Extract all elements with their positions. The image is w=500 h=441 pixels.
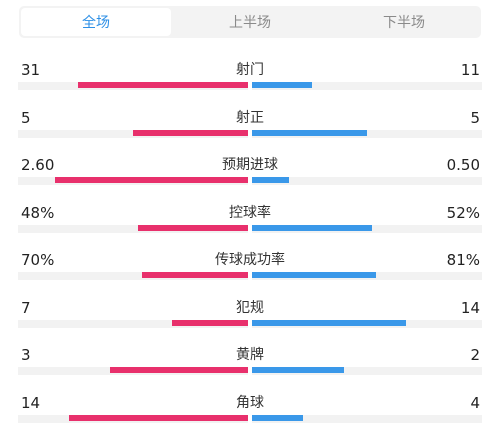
home-track xyxy=(18,319,248,328)
home-track xyxy=(18,272,248,280)
away-value: 0.50 xyxy=(446,156,480,174)
away-track xyxy=(252,129,482,138)
stat-label: 射门 xyxy=(236,62,264,78)
stat-row: 3 黄牌 2 xyxy=(0,345,500,393)
period-tabs: 全场 上半场 下半场 xyxy=(19,6,481,38)
stat-row: 2.60 预期进球 0.50 xyxy=(0,155,500,203)
home-value: 31 xyxy=(21,61,41,79)
home-value: 70% xyxy=(21,251,55,269)
stat-label: 黄牌 xyxy=(236,347,264,363)
away-bar xyxy=(252,414,303,421)
stat-row: 5 射正 5 xyxy=(0,108,500,156)
home-track xyxy=(18,224,248,233)
stat-row: 14 角球 4 xyxy=(0,393,500,441)
away-track xyxy=(252,177,482,185)
home-value: 48% xyxy=(21,203,55,222)
away-value: 81% xyxy=(446,251,480,269)
home-value: 3 xyxy=(21,346,31,364)
home-bar xyxy=(172,319,248,326)
home-value: 14 xyxy=(21,393,41,412)
away-value: 5 xyxy=(470,108,480,127)
stat-label: 预期进球 xyxy=(222,157,278,173)
home-value: 7 xyxy=(21,298,31,317)
stat-row: 31 射门 11 xyxy=(0,60,500,108)
home-value: 5 xyxy=(21,108,31,127)
away-bar xyxy=(252,319,406,326)
away-value: 52% xyxy=(446,203,480,222)
stat-label: 角球 xyxy=(236,394,264,411)
home-bar xyxy=(110,367,248,373)
stat-label: 传球成功率 xyxy=(215,252,285,268)
home-bar xyxy=(138,224,248,231)
away-track xyxy=(252,367,482,375)
away-value: 4 xyxy=(470,393,480,412)
stat-row: 7 犯规 14 xyxy=(0,298,500,346)
stat-label: 犯规 xyxy=(236,299,264,316)
home-value: 2.60 xyxy=(21,156,55,174)
stat-label: 射正 xyxy=(236,109,264,126)
home-bar xyxy=(142,272,248,278)
away-value: 11 xyxy=(460,61,480,79)
away-bar xyxy=(252,272,376,278)
away-bar xyxy=(252,82,312,88)
away-track xyxy=(252,82,482,90)
stat-label: 控球率 xyxy=(229,204,271,221)
tab-first-half[interactable]: 上半场 xyxy=(229,15,271,31)
away-bar xyxy=(252,129,367,136)
away-bar xyxy=(252,367,344,373)
stat-row: 70% 传球成功率 81% xyxy=(0,250,500,298)
stat-row: 48% 控球率 52% xyxy=(0,203,500,251)
away-bar xyxy=(252,224,372,231)
home-bar xyxy=(133,129,248,136)
home-bar xyxy=(78,82,248,88)
away-value: 14 xyxy=(460,298,480,317)
tab-second-half[interactable]: 下半场 xyxy=(383,15,425,31)
away-value: 2 xyxy=(470,346,480,364)
away-track xyxy=(252,414,482,423)
home-bar xyxy=(55,177,248,183)
tab-full-match[interactable]: 全场 xyxy=(21,8,171,36)
home-bar xyxy=(69,414,248,421)
away-bar xyxy=(252,177,289,183)
